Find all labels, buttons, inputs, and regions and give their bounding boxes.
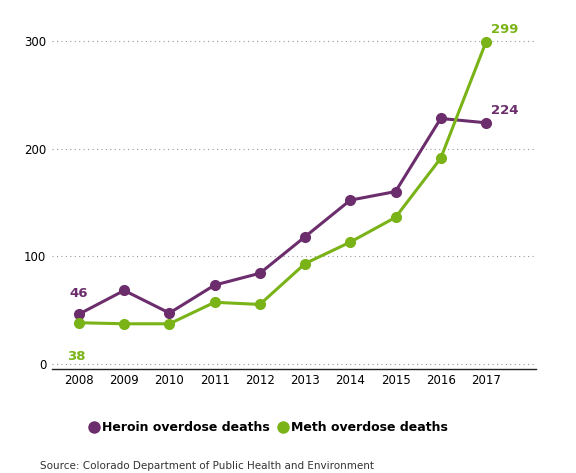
Meth overdose deaths — [302, 261, 309, 266]
Legend: Heroin overdose deaths, Meth overdose deaths: Heroin overdose deaths, Meth overdose de… — [86, 416, 453, 439]
Meth overdose deaths — [392, 215, 399, 220]
Heroin overdose deaths — [75, 311, 82, 317]
Line: Meth overdose deaths: Meth overdose deaths — [74, 37, 491, 329]
Meth overdose deaths — [121, 321, 128, 327]
Line: Heroin overdose deaths: Heroin overdose deaths — [74, 114, 491, 319]
Heroin overdose deaths — [347, 197, 354, 203]
Text: 46: 46 — [70, 287, 88, 300]
Meth overdose deaths — [166, 321, 173, 327]
Text: 224: 224 — [491, 105, 519, 117]
Heroin overdose deaths — [166, 310, 173, 316]
Meth overdose deaths — [211, 299, 218, 305]
Meth overdose deaths — [75, 320, 82, 325]
Heroin overdose deaths — [211, 282, 218, 288]
Text: 299: 299 — [491, 23, 519, 35]
Meth overdose deaths — [347, 239, 354, 245]
Meth overdose deaths — [437, 156, 444, 161]
Heroin overdose deaths — [437, 115, 444, 121]
Heroin overdose deaths — [121, 288, 128, 293]
Heroin overdose deaths — [483, 120, 490, 126]
Heroin overdose deaths — [256, 271, 263, 276]
Text: 38: 38 — [67, 350, 86, 363]
Text: Source: Colorado Department of Public Health and Environment: Source: Colorado Department of Public He… — [40, 461, 374, 471]
Meth overdose deaths — [256, 302, 263, 307]
Meth overdose deaths — [483, 39, 490, 45]
Heroin overdose deaths — [392, 189, 399, 194]
Heroin overdose deaths — [302, 234, 309, 239]
